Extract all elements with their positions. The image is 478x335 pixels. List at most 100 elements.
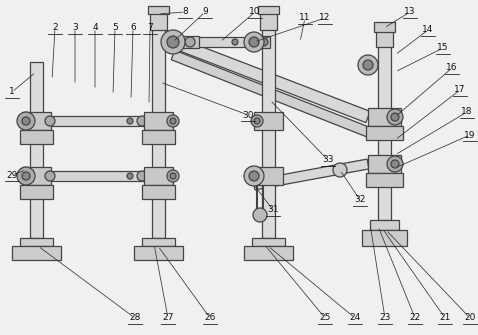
Text: 20: 20	[464, 314, 476, 323]
Text: 7: 7	[147, 23, 153, 32]
Circle shape	[137, 116, 147, 126]
Circle shape	[45, 171, 55, 181]
Polygon shape	[185, 37, 258, 47]
Circle shape	[22, 117, 30, 125]
Polygon shape	[171, 37, 370, 123]
Circle shape	[387, 109, 403, 125]
Circle shape	[170, 173, 176, 179]
Circle shape	[151, 118, 157, 124]
Text: 10: 10	[249, 7, 261, 16]
Circle shape	[232, 39, 238, 45]
Bar	[20, 130, 53, 144]
Circle shape	[358, 55, 378, 75]
Text: 22: 22	[409, 314, 421, 323]
Circle shape	[167, 170, 179, 182]
Bar	[134, 246, 183, 260]
Text: 14: 14	[422, 25, 434, 35]
Circle shape	[363, 60, 373, 70]
Circle shape	[17, 167, 35, 185]
Circle shape	[167, 36, 179, 48]
Bar	[260, 12, 277, 30]
Text: 23: 23	[380, 314, 391, 323]
Circle shape	[45, 116, 55, 126]
Circle shape	[391, 160, 399, 168]
Bar	[258, 36, 270, 48]
Circle shape	[249, 171, 259, 181]
Bar	[368, 108, 401, 126]
Text: 19: 19	[464, 131, 476, 139]
Bar	[254, 112, 283, 130]
Bar	[374, 22, 395, 32]
Circle shape	[253, 208, 267, 222]
Bar	[142, 185, 175, 199]
Circle shape	[22, 172, 30, 180]
Circle shape	[244, 32, 264, 52]
Text: 26: 26	[204, 314, 216, 323]
Circle shape	[251, 170, 263, 182]
Circle shape	[254, 118, 260, 124]
Bar	[148, 6, 169, 14]
Bar	[148, 116, 160, 126]
Text: 16: 16	[446, 64, 458, 72]
Circle shape	[137, 171, 147, 181]
Text: 15: 15	[437, 44, 449, 53]
Bar	[254, 167, 283, 185]
Circle shape	[251, 115, 263, 127]
Circle shape	[127, 173, 133, 179]
Text: 11: 11	[299, 13, 311, 22]
Bar	[144, 167, 173, 185]
Bar	[366, 126, 403, 140]
Bar	[150, 12, 167, 30]
Text: 18: 18	[461, 108, 473, 117]
Circle shape	[127, 118, 133, 124]
Bar	[244, 246, 293, 260]
Bar	[362, 230, 407, 246]
Text: 9: 9	[202, 7, 208, 16]
Circle shape	[387, 156, 403, 172]
Circle shape	[185, 37, 195, 47]
Text: 17: 17	[454, 85, 466, 94]
Bar	[152, 28, 165, 238]
Bar	[142, 130, 175, 144]
Circle shape	[167, 115, 179, 127]
Text: 28: 28	[130, 314, 141, 323]
Bar	[22, 167, 51, 185]
Circle shape	[391, 113, 399, 121]
Circle shape	[170, 118, 176, 124]
Text: 5: 5	[112, 23, 118, 32]
Bar	[12, 246, 61, 260]
Polygon shape	[253, 159, 369, 190]
Text: 31: 31	[267, 205, 279, 214]
Text: 12: 12	[319, 13, 331, 22]
Text: 1: 1	[9, 87, 15, 96]
Circle shape	[249, 37, 259, 47]
Circle shape	[333, 163, 347, 177]
Text: 4: 4	[92, 23, 98, 32]
Text: 3: 3	[72, 23, 78, 32]
Bar	[366, 173, 403, 187]
Text: 24: 24	[349, 314, 360, 323]
Circle shape	[161, 30, 185, 54]
Bar	[30, 62, 43, 238]
Text: 33: 33	[322, 155, 334, 164]
Bar	[20, 238, 53, 246]
Polygon shape	[171, 50, 370, 137]
Circle shape	[247, 37, 257, 47]
Bar	[20, 185, 53, 199]
Bar	[181, 36, 199, 48]
Circle shape	[244, 166, 264, 186]
Circle shape	[17, 112, 35, 130]
Text: 30: 30	[242, 111, 254, 120]
Polygon shape	[45, 116, 148, 126]
Text: 29: 29	[6, 171, 18, 180]
Bar	[148, 171, 160, 181]
Text: 25: 25	[319, 314, 331, 323]
Circle shape	[151, 173, 157, 179]
Bar	[368, 155, 401, 173]
Text: 13: 13	[404, 7, 416, 16]
Circle shape	[260, 38, 268, 46]
Bar	[258, 6, 279, 14]
Bar	[252, 238, 285, 246]
Text: 21: 21	[439, 314, 451, 323]
Bar	[262, 28, 275, 238]
